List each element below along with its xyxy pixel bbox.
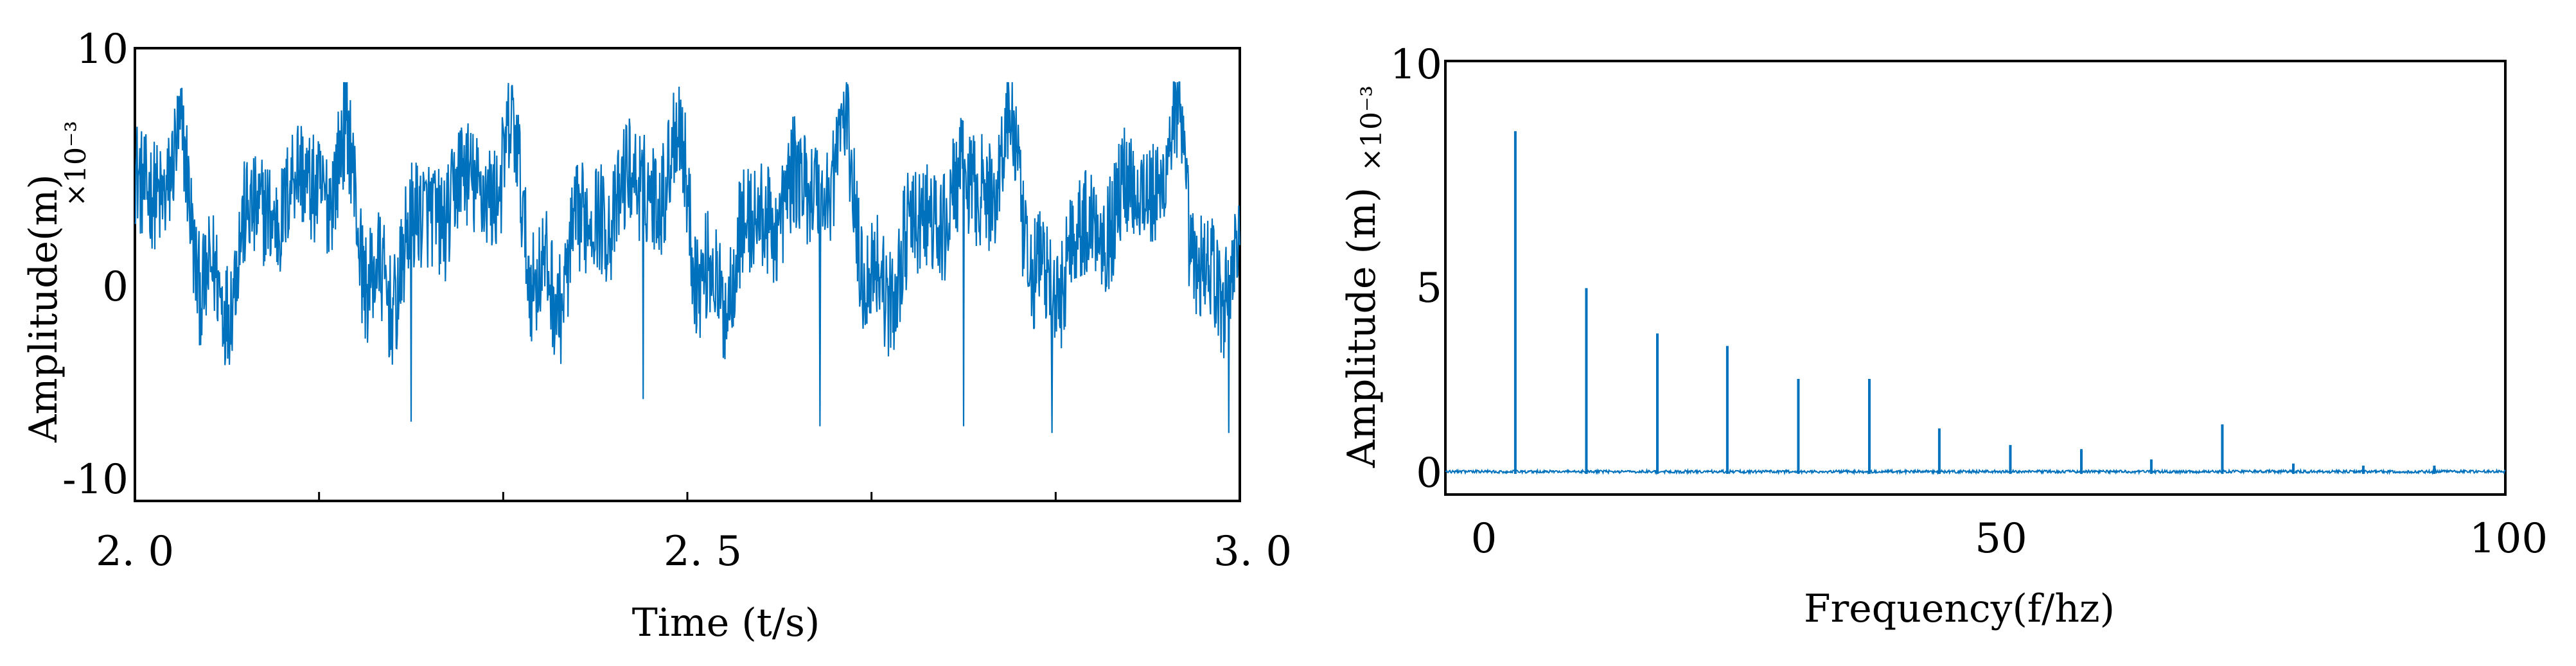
freq-x-tick-label-100: 100	[2469, 515, 2548, 563]
time-y-exponent: ×10⁻³	[60, 121, 93, 207]
freq-y-tick-label-5: 5	[1416, 265, 1442, 312]
freq-y-axis-label: Amplitude (m)	[1339, 188, 1384, 468]
time-x-axis-label: Time (t/s)	[632, 600, 820, 645]
time-series	[134, 81, 1241, 434]
time-x-ticks	[318, 492, 1057, 501]
freq-x-tick-label-0: 0	[1471, 515, 1497, 563]
freq-y-exponent: ×10⁻³	[1355, 85, 1388, 171]
time-x-tick-label-1: 2. 5	[664, 528, 742, 575]
time-y-axis-label: Amplitude(m)	[21, 174, 66, 443]
freq-x-axis-label: Frequency(f/hz)	[1804, 586, 2115, 631]
time-y-tick-label-top: 10	[76, 26, 128, 73]
time-x-tick-label-2: 3. 0	[1213, 528, 1292, 575]
time-y-tick-label-zero: 0	[102, 263, 128, 311]
freq-y-tick-label-0: 0	[1416, 450, 1442, 497]
freq-y-tick-label-10: 10	[1390, 41, 1442, 89]
spectrum-series	[1445, 131, 2506, 476]
freq-plot-frame	[1444, 60, 2507, 496]
time-domain-chart: 2. 0 2. 5 3. 0 10 0 -10 ×10⁻³ Amplitude(…	[21, 26, 1292, 645]
freq-x-tick-label-50: 50	[1975, 515, 2027, 563]
time-x-tick-label-0: 2. 0	[96, 528, 174, 575]
frequency-spectrum-chart: 0 50 100 10 5 0 ×10⁻³ Amplitude (m) Freq…	[1339, 41, 2548, 631]
time-y-tick-label-bottom: -10	[62, 456, 128, 504]
time-signal-line	[134, 81, 1241, 434]
spectrum-baseline	[1445, 468, 2506, 476]
